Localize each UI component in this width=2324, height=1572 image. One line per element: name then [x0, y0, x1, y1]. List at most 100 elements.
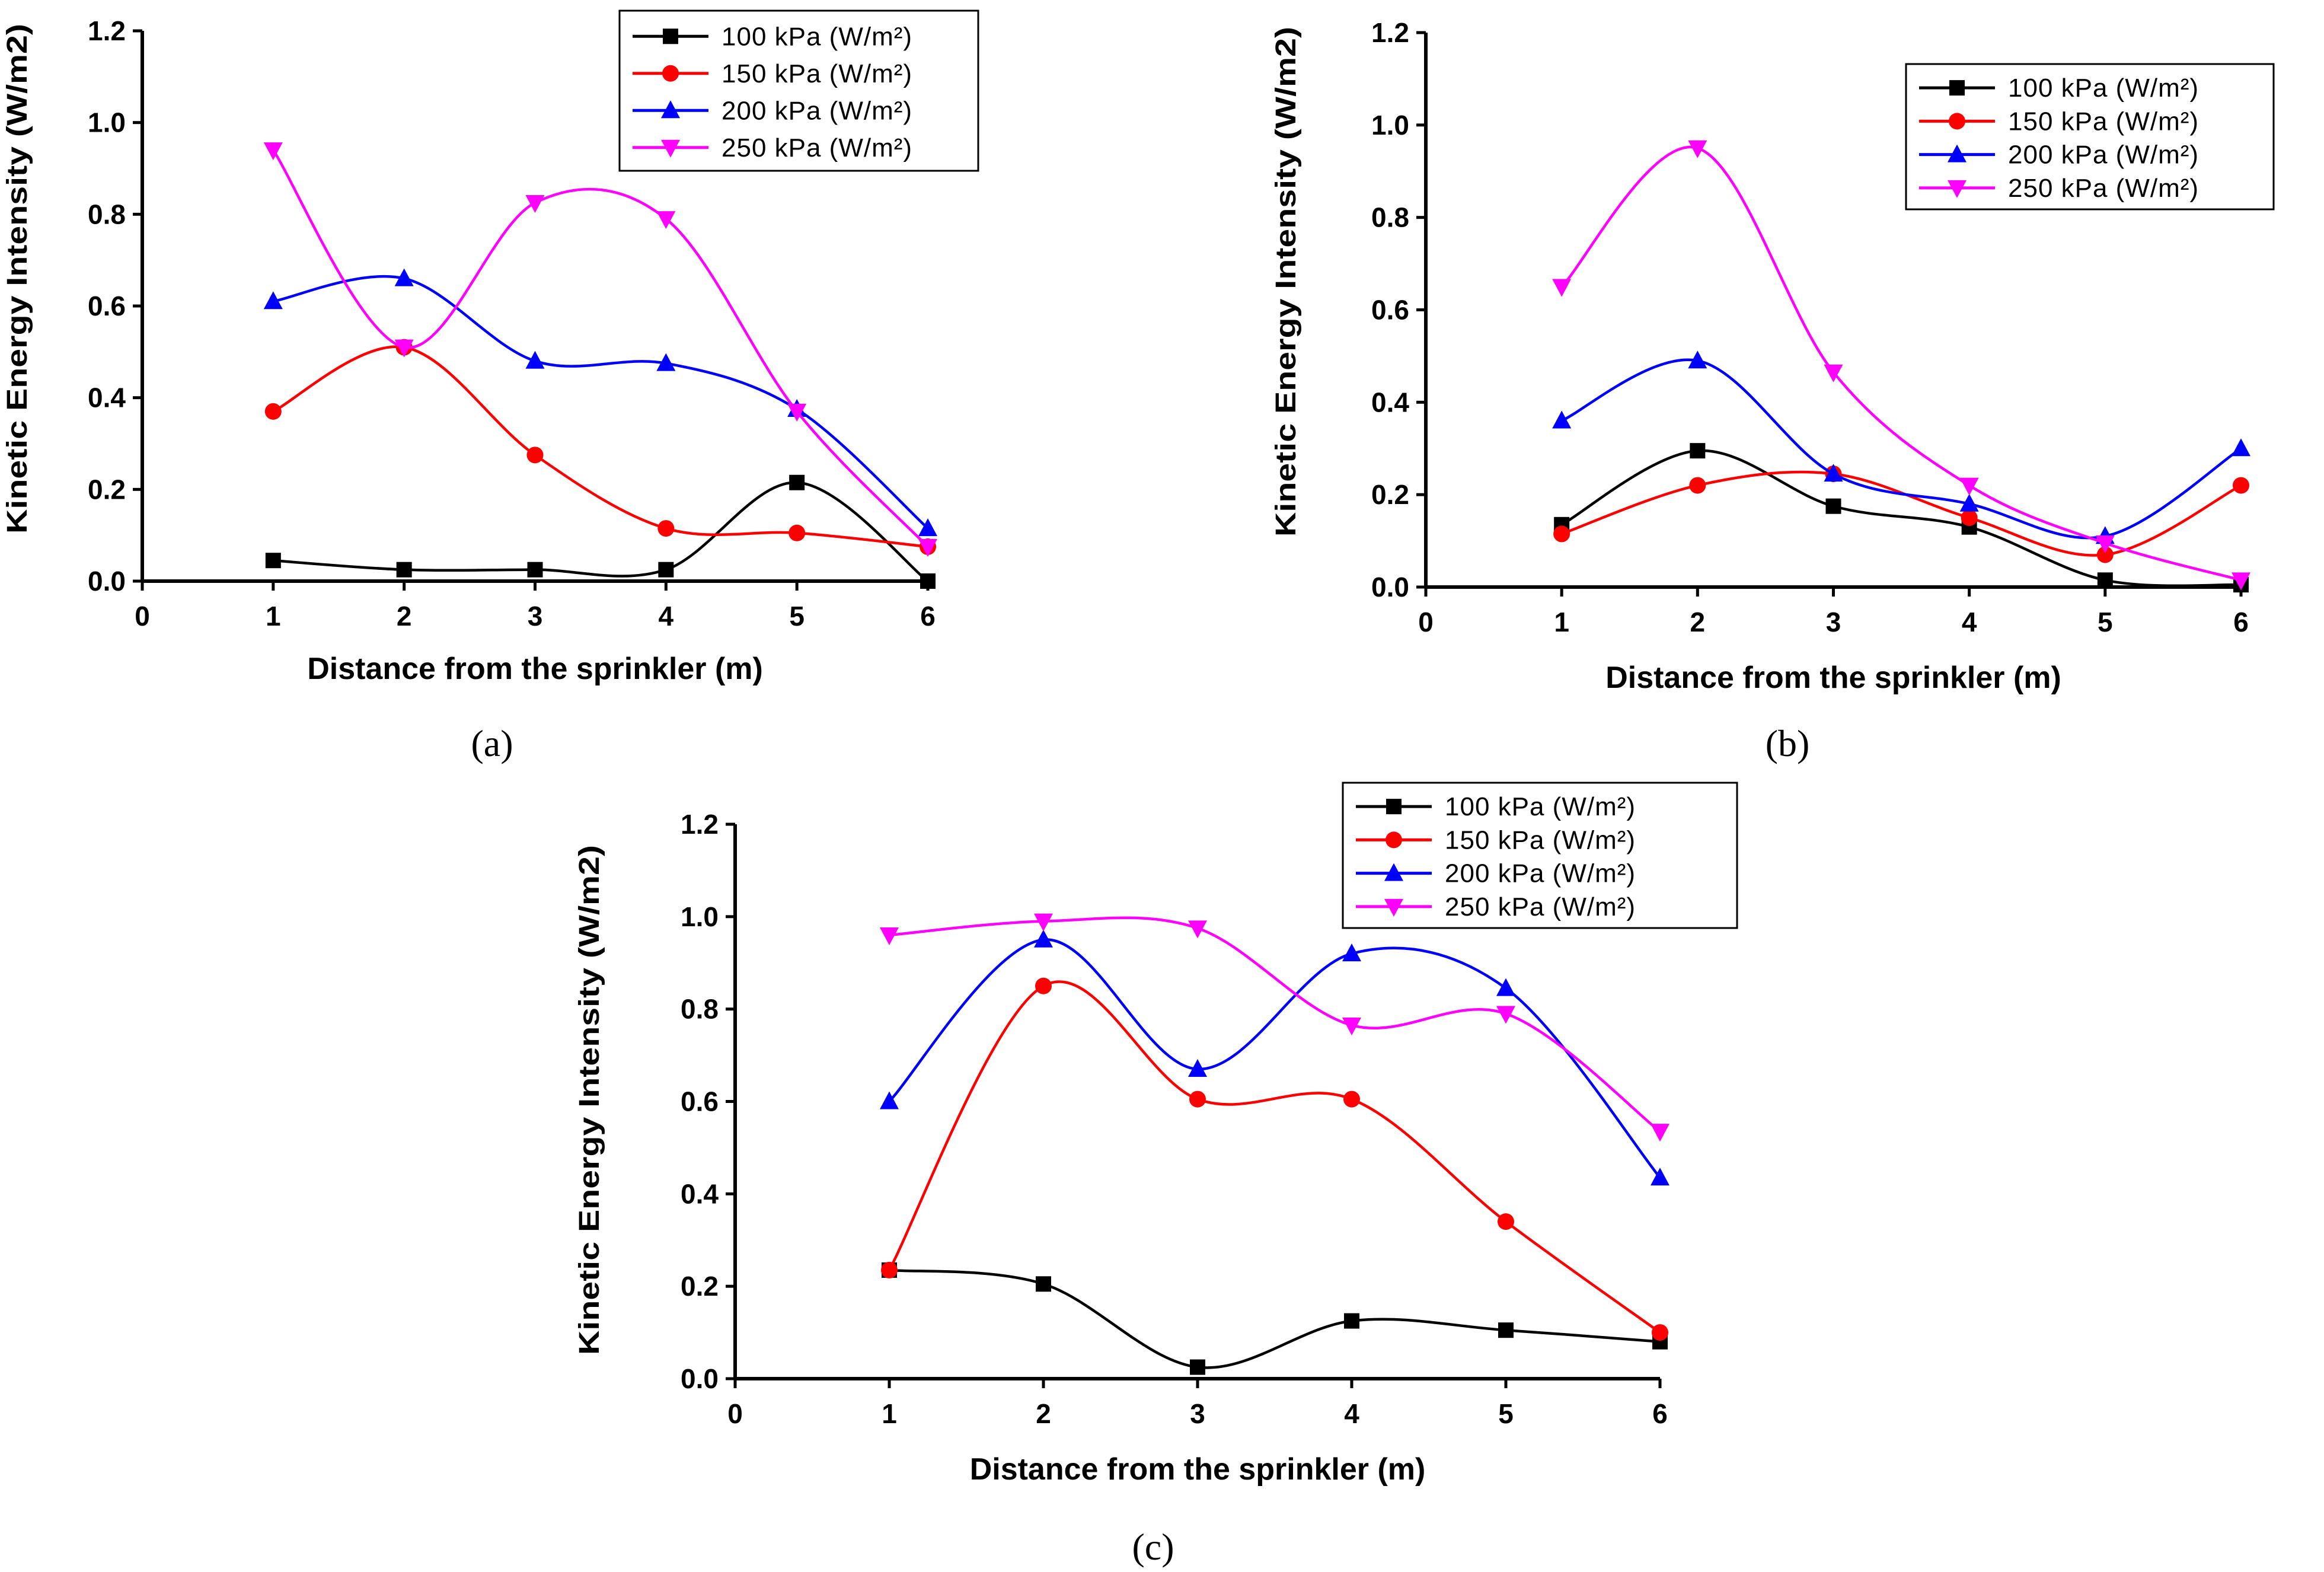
- x-tick-label: 0: [135, 601, 150, 632]
- data-point: [394, 339, 414, 358]
- data-point: [918, 539, 937, 557]
- series-circle: [1553, 465, 2249, 563]
- data-point: [525, 195, 545, 213]
- data-point: [657, 520, 675, 537]
- x-tick-label: 5: [1498, 1398, 1514, 1429]
- data-point: [1824, 364, 1843, 382]
- y-tick-label: 0.4: [88, 382, 126, 413]
- y-tick-label: 0.6: [1371, 295, 1409, 326]
- legend-label: 100 kPa (W/m²): [722, 22, 912, 51]
- legend-marker: [663, 28, 678, 44]
- panel-label: (a): [471, 722, 513, 764]
- x-tick-label: 6: [920, 601, 936, 632]
- y-tick-label: 1.0: [88, 107, 126, 138]
- legend-label: 200 kPa (W/m²): [1445, 859, 1636, 888]
- y-tick-label: 0.8: [1371, 202, 1409, 233]
- data-point: [1034, 929, 1053, 948]
- y-tick-label: 0.4: [681, 1178, 719, 1209]
- x-tick-label: 1: [266, 601, 281, 632]
- y-tick-label: 0.2: [681, 1271, 719, 1302]
- x-tick-label: 2: [397, 601, 412, 632]
- y-axis-title: Kinetic Energy Intensity (W/m2): [574, 845, 605, 1355]
- x-tick-label: 4: [659, 601, 674, 632]
- x-tick-label: 6: [2233, 607, 2249, 637]
- panel-label: (b): [1766, 722, 1810, 764]
- data-point: [1188, 920, 1207, 939]
- legend-label: 150 kPa (W/m²): [1445, 825, 1636, 854]
- data-point: [1496, 978, 1515, 996]
- x-tick-label: 0: [1418, 607, 1434, 637]
- x-tick-label: 3: [528, 601, 543, 632]
- data-point: [263, 142, 283, 161]
- x-tick-label: 4: [1962, 607, 1977, 637]
- data-point: [880, 1091, 899, 1109]
- y-tick-label: 0.2: [1371, 479, 1409, 510]
- data-point: [787, 403, 807, 422]
- data-point: [1961, 509, 1978, 527]
- legend-label: 100 kPa (W/m²): [1445, 792, 1636, 821]
- x-tick-label: 6: [1652, 1398, 1668, 1429]
- data-point: [1190, 1359, 1205, 1375]
- panel-label: (c): [1132, 1526, 1174, 1568]
- data-point: [525, 350, 545, 369]
- data-point: [920, 573, 936, 589]
- series-line: [272, 149, 929, 548]
- data-point: [658, 562, 674, 578]
- data-point: [1498, 1322, 1514, 1338]
- x-tick-label: 1: [1554, 607, 1569, 637]
- data-point: [1690, 443, 1706, 459]
- x-axis-title: Distance from the sprinkler (m): [1605, 661, 2061, 695]
- data-point: [1688, 350, 1707, 369]
- data-point: [918, 518, 937, 537]
- data-point: [265, 553, 281, 569]
- legend: 100 kPa (W/m²) 150 kPa (W/m²) 200 kPa (W/m…: [1905, 63, 2275, 211]
- y-tick-label: 0.8: [681, 994, 719, 1025]
- chart-panel-b: 0.0 0.2 0.4 0.6 0.8 1.0 1.2 0 1 2 3 4 5 6 Distance fro…: [1270, 17, 2275, 764]
- legend-marker: [1384, 863, 1403, 881]
- data-point: [1552, 279, 1572, 297]
- series-triangle-up: [1552, 350, 2250, 544]
- x-tick-label: 2: [1036, 1398, 1051, 1429]
- data-point: [1189, 1090, 1206, 1108]
- data-point: [1553, 525, 1570, 543]
- y-tick-label: 0.2: [88, 474, 126, 505]
- series-triangle-down: [880, 913, 1669, 1142]
- legend-label: 150 kPa (W/m²): [2008, 107, 2199, 136]
- legend-marker: [1949, 113, 1965, 130]
- data-point: [1342, 1017, 1361, 1035]
- legend-marker: [661, 100, 680, 119]
- data-point: [1188, 1058, 1207, 1077]
- legend: 100 kPa (W/m²) 150 kPa (W/m²) 200 kPa (W/m…: [1342, 782, 1738, 929]
- series-line: [1561, 358, 2242, 540]
- series-triangle-down: [263, 142, 937, 557]
- x-tick-label: 2: [1690, 607, 1706, 637]
- y-tick-label: 1.2: [681, 809, 719, 840]
- y-axis-title: Kinetic Energy Intensity (W/m2): [1270, 27, 1302, 537]
- legend-marker: [1386, 831, 1402, 849]
- series-line: [889, 916, 1661, 1133]
- data-point: [656, 211, 676, 229]
- series-line: [889, 1268, 1661, 1369]
- data-point: [1036, 1276, 1051, 1292]
- series-circle: [881, 977, 1668, 1341]
- series-triangle-up: [263, 268, 937, 537]
- legend-marker: [1948, 144, 1967, 162]
- legend-marker: [1949, 80, 1965, 96]
- legend-marker: [1386, 799, 1402, 815]
- data-point: [1824, 464, 1843, 482]
- series-line: [273, 275, 929, 530]
- x-tick-label: 3: [1826, 607, 1841, 637]
- data-point: [1498, 1213, 1514, 1230]
- data-point: [2097, 572, 2113, 588]
- series-triangle-up: [880, 929, 1669, 1186]
- legend-marker: [1948, 180, 1967, 198]
- x-tick-label: 4: [1344, 1398, 1359, 1429]
- data-point: [1496, 1006, 1515, 1024]
- data-point: [789, 474, 805, 490]
- series-line: [888, 938, 1661, 1179]
- series-line: [1561, 449, 2242, 588]
- x-tick-label: 0: [727, 1398, 743, 1429]
- data-point: [2233, 477, 2249, 494]
- x-axis-title: Distance from the sprinkler (m): [307, 652, 763, 686]
- legend-label: 200 kPa (W/m²): [2008, 141, 2199, 170]
